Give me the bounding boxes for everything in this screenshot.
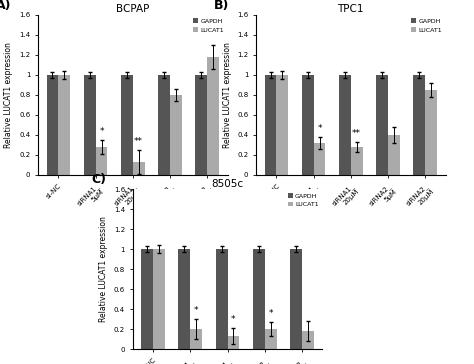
Bar xyxy=(158,75,170,175)
Bar xyxy=(302,331,314,349)
Bar xyxy=(302,75,314,175)
Bar xyxy=(84,75,96,175)
Bar xyxy=(264,329,276,349)
Bar xyxy=(133,162,145,175)
Bar xyxy=(96,147,108,175)
Y-axis label: Relative LUCAT1 expression: Relative LUCAT1 expression xyxy=(4,42,13,147)
Text: *: * xyxy=(231,316,236,324)
Bar xyxy=(228,336,239,349)
Bar xyxy=(46,75,58,175)
Text: *: * xyxy=(317,124,322,132)
Text: *: * xyxy=(194,306,199,315)
Text: C): C) xyxy=(91,173,106,186)
Bar xyxy=(290,249,302,349)
Bar xyxy=(216,249,228,349)
Bar xyxy=(376,75,388,175)
Bar xyxy=(170,95,182,175)
Bar xyxy=(314,143,326,175)
Bar xyxy=(179,249,191,349)
Bar xyxy=(413,75,425,175)
Bar xyxy=(153,249,165,349)
Bar xyxy=(351,147,363,175)
Title: 8505c: 8505c xyxy=(211,178,244,189)
Bar xyxy=(253,249,264,349)
Title: BCPAP: BCPAP xyxy=(116,4,149,14)
Text: **: ** xyxy=(352,129,361,138)
Bar xyxy=(339,75,351,175)
Bar xyxy=(195,75,207,175)
Legend: GAPDH, LUCAT1: GAPDH, LUCAT1 xyxy=(287,193,319,208)
Text: B): B) xyxy=(214,0,229,12)
Bar xyxy=(58,75,70,175)
Legend: GAPDH, LUCAT1: GAPDH, LUCAT1 xyxy=(192,18,224,33)
Bar xyxy=(191,329,202,349)
Bar xyxy=(207,56,219,175)
Bar xyxy=(425,90,437,175)
Text: **: ** xyxy=(134,137,143,146)
Text: *: * xyxy=(99,127,104,136)
Bar xyxy=(141,249,153,349)
Text: A): A) xyxy=(0,0,12,12)
Legend: GAPDH, LUCAT1: GAPDH, LUCAT1 xyxy=(410,18,442,33)
Bar xyxy=(276,75,288,175)
Bar xyxy=(264,75,276,175)
Bar xyxy=(388,135,400,175)
Bar xyxy=(121,75,133,175)
Title: TPC1: TPC1 xyxy=(337,4,364,14)
Y-axis label: Relative LUCAT1 expression: Relative LUCAT1 expression xyxy=(99,217,108,322)
Text: *: * xyxy=(268,309,273,318)
Y-axis label: Relative LUCAT1 expression: Relative LUCAT1 expression xyxy=(222,42,231,147)
